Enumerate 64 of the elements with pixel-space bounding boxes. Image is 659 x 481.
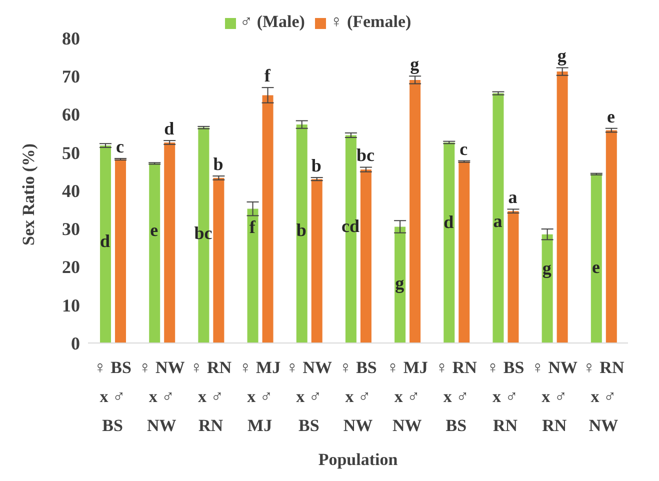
y-tick-label: 50 bbox=[62, 142, 80, 163]
annotation: d bbox=[164, 118, 174, 139]
y-tick-label: 80 bbox=[62, 28, 80, 48]
x-axis-title: Population bbox=[318, 450, 398, 469]
annotation: f bbox=[249, 217, 256, 238]
bar bbox=[296, 124, 308, 343]
bar bbox=[164, 142, 176, 343]
bar bbox=[444, 142, 455, 343]
annotation: g bbox=[410, 54, 420, 74]
annotation: b bbox=[296, 220, 306, 240]
annotation: d bbox=[100, 230, 110, 251]
annotation: e bbox=[592, 256, 600, 277]
annotation: b bbox=[213, 154, 224, 174]
annotation: g bbox=[395, 273, 404, 294]
y-tick-label: 20 bbox=[62, 257, 80, 278]
y-tick-label: 30 bbox=[62, 219, 80, 240]
bar bbox=[394, 226, 406, 343]
annotation: a bbox=[493, 211, 502, 231]
x-tick-label: ♀ BS x ♂ RN bbox=[486, 358, 524, 435]
bar bbox=[542, 234, 553, 343]
bar bbox=[213, 178, 224, 343]
bar bbox=[247, 208, 258, 343]
x-tick-label: ♀ BS x ♂ NW bbox=[339, 358, 377, 435]
bar bbox=[115, 159, 126, 343]
y-tick-label: 70 bbox=[62, 66, 80, 87]
annotation: g bbox=[542, 258, 552, 278]
bar bbox=[606, 130, 617, 343]
y-axis-title: Sex Ratio (%) bbox=[19, 144, 38, 246]
annotation: c bbox=[460, 138, 468, 159]
x-tick-label: ♀ RN x ♂ NW bbox=[582, 358, 625, 435]
bar bbox=[311, 179, 322, 343]
annotation: c bbox=[116, 136, 124, 156]
legend-label: ♂ (Male) bbox=[240, 12, 305, 31]
annotation: f bbox=[264, 66, 272, 86]
y-tick-label: 40 bbox=[62, 180, 80, 201]
bar bbox=[410, 80, 421, 343]
bar bbox=[508, 211, 519, 343]
x-tick-label: ♀ RN x ♂ BS bbox=[435, 358, 478, 435]
x-tick-label: ♀ BS x ♂ BS bbox=[94, 358, 132, 435]
x-tick-label: ♀ NW x ♂ BS bbox=[286, 358, 332, 435]
bar bbox=[492, 93, 504, 343]
annotation: b bbox=[311, 156, 322, 176]
annotation: e bbox=[606, 106, 615, 126]
x-tick-label: ♀ MJ x ♂ MJ bbox=[239, 358, 282, 435]
bar bbox=[590, 174, 602, 343]
annotation: a bbox=[508, 187, 518, 208]
x-tick-label: ♀ MJ x ♂ NW bbox=[386, 358, 428, 435]
annotation: g bbox=[557, 46, 566, 66]
y-tick-label: 10 bbox=[62, 295, 80, 316]
annotation: d bbox=[444, 212, 454, 232]
bar bbox=[262, 95, 274, 343]
legend-label: ♀ (Female) bbox=[330, 12, 412, 31]
bar bbox=[360, 170, 372, 343]
x-tick-label: ♀ RN x ♂ RN bbox=[190, 358, 232, 435]
y-tick-label: 60 bbox=[62, 104, 80, 125]
bar bbox=[100, 146, 111, 343]
x-tick-label: ♀ NW x ♂ NW bbox=[138, 358, 185, 435]
x-tick-label: ♀ NW x ♂ RN bbox=[531, 358, 578, 435]
y-tick-label: 0 bbox=[71, 333, 80, 354]
bar bbox=[149, 163, 160, 343]
bar bbox=[556, 72, 568, 343]
annotation: bc bbox=[356, 145, 375, 166]
bar bbox=[458, 162, 470, 343]
annotation: e bbox=[150, 220, 158, 240]
